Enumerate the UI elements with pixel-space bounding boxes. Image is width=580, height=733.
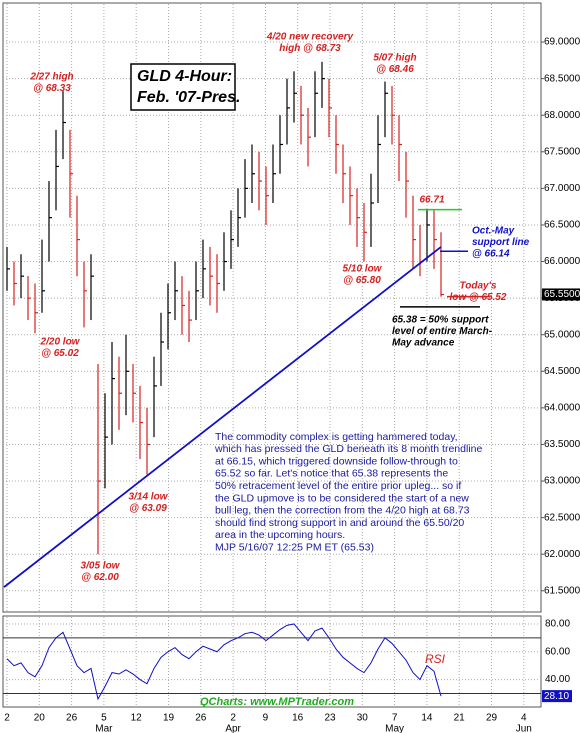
x-tick-label: 16 — [292, 713, 304, 724]
last-price-box — [542, 288, 580, 301]
annotation: high @ 68.73 — [279, 43, 341, 54]
annotation: May advance — [392, 338, 455, 349]
month-label: Jun — [516, 724, 532, 733]
annotation: @ 65.80 — [343, 275, 381, 286]
annotation: 65.38 = 50% support — [392, 315, 489, 326]
chart-title: GLD 4-Hour: — [137, 68, 232, 85]
title-box — [130, 63, 236, 111]
y-tick-label: 62.0000 — [544, 549, 580, 560]
x-tick-label: 4 — [521, 713, 527, 724]
annotation: @ 65.02 — [41, 348, 79, 359]
annotation: 3/05 low — [81, 561, 121, 572]
commentary: The commodity complex is getting hammere… — [215, 431, 458, 443]
x-tick-label: 12 — [131, 713, 143, 724]
x-tick-label: 26 — [66, 713, 78, 724]
annotation: Oct.-May — [472, 226, 515, 237]
rsi-last-box — [542, 690, 572, 703]
y-tick-label: 64.5000 — [544, 366, 580, 377]
commentary: MJP 5/16/07 12:25 PM ET (65.53) — [215, 541, 374, 553]
y-tick-label: 61.5000 — [544, 585, 580, 596]
x-tick-label: 5 — [101, 713, 107, 724]
y-tick-label: 60.00 — [545, 646, 570, 657]
rsi-label: RSI — [425, 652, 446, 666]
annotation: @ 68.46 — [376, 64, 414, 75]
y-tick-label: 80.00 — [545, 619, 570, 630]
annotation: 2/27 high — [29, 72, 73, 83]
annotation: 2/20 low — [40, 337, 81, 348]
y-tick-label: 40.00 — [545, 674, 570, 685]
x-tick-label: 9 — [263, 713, 269, 724]
commentary: the GLD upmove is to be considered the s… — [215, 492, 469, 504]
commentary: 65.52 so far. Let's notice that 65.38 re… — [215, 468, 448, 480]
y-tick-label: 69.0000 — [544, 37, 580, 48]
chart-title: Feb. '07-Pres. — [137, 89, 240, 106]
month-label: Apr — [225, 724, 241, 733]
y-tick-label: 66.5000 — [544, 220, 580, 231]
x-tick-label: 29 — [486, 713, 498, 724]
annotation: support line — [472, 237, 530, 248]
annotation: 3/14 low — [129, 492, 169, 503]
last-price-label: 65.5500 — [544, 289, 580, 300]
y-tick-label: 64.0000 — [544, 403, 580, 414]
x-tick-label: 30 — [357, 713, 369, 724]
commentary: bull leg, then the correction from the 4… — [215, 505, 470, 517]
commentary: at 66.15, which triggered downside follo… — [215, 455, 458, 467]
y-tick-label: 62.5000 — [544, 512, 580, 523]
y-tick-label: 67.5000 — [544, 146, 580, 157]
annotation: level of entire March- — [392, 326, 493, 337]
y-tick-label: 66.0000 — [544, 256, 580, 267]
commentary: which has pressed the GLD beneath its 8 … — [214, 443, 482, 455]
x-tick-label: 14 — [421, 713, 433, 724]
commentary: should find strong support in and around… — [215, 517, 464, 529]
x-tick-label: 21 — [454, 713, 466, 724]
y-tick-label: 68.5000 — [544, 73, 580, 84]
commentary: area in the upcoming hours. — [215, 529, 345, 541]
rsi-line — [6, 623, 442, 701]
rsi-panel — [2, 615, 542, 708]
marks — [3, 61, 490, 588]
source: QCharts: www.MPTrader.com — [200, 696, 354, 708]
y-tick-label: 63.5000 — [544, 439, 580, 450]
y-tick-label: 67.0000 — [544, 183, 580, 194]
annotation: 66.71 — [419, 195, 444, 206]
annotation: 5/07 high — [373, 53, 416, 64]
x-tick-label: 23 — [324, 713, 336, 724]
trendline — [3, 246, 442, 588]
x-tick-label: 19 — [163, 713, 175, 724]
month-label: May — [385, 724, 404, 733]
rsi-last-label: 28.10 — [544, 691, 569, 702]
x-tick-label: 7 — [392, 713, 398, 724]
annotation: @ 63.09 — [129, 503, 167, 514]
x-tick-label: 2 — [4, 713, 10, 724]
commentary: 50% retracement level of the entire prio… — [215, 480, 461, 492]
annotation: 4/20 new recovery — [266, 32, 354, 43]
x-tick-label: 2 — [230, 713, 236, 724]
annotation: Today's — [459, 281, 496, 292]
month-label: Mar — [95, 724, 113, 733]
y-tick-label: 63.0000 — [544, 476, 580, 487]
annotation: 5/10 low — [343, 264, 383, 275]
annotation: @ 68.33 — [33, 83, 71, 94]
annotation: @ 66.14 — [472, 249, 510, 260]
x-tick-label: 20 — [34, 713, 46, 724]
annotation: low @ 65.52 — [450, 292, 507, 303]
annotation: @ 62.00 — [81, 572, 119, 583]
y-tick-label: 68.0000 — [544, 110, 580, 121]
x-tick-label: 26 — [195, 713, 207, 724]
y-tick-label: 65.0000 — [544, 329, 580, 340]
